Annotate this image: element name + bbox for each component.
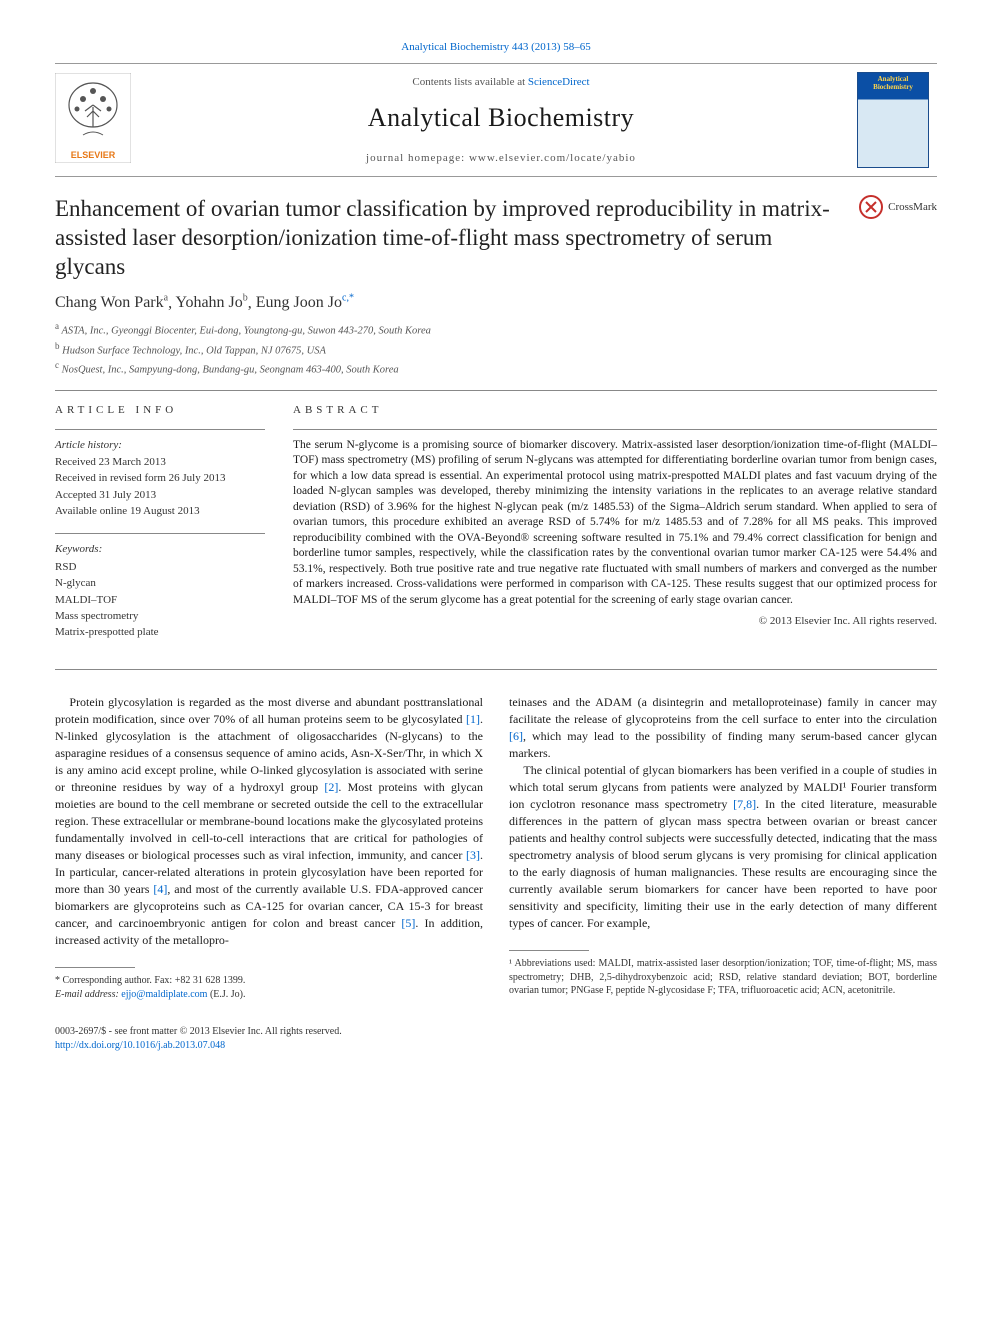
keyword: MALDI–TOF bbox=[55, 593, 265, 608]
reference-link[interactable]: [6] bbox=[509, 729, 523, 743]
reference-link[interactable]: [2] bbox=[324, 780, 338, 794]
elsevier-logo-container: ELSEVIER bbox=[55, 73, 145, 168]
keyword: Matrix-prespotted plate bbox=[55, 625, 265, 640]
keywords-label: Keywords: bbox=[55, 542, 265, 557]
email-suffix: (E.J. Jo). bbox=[207, 989, 245, 1000]
abstract-text: The serum N-glycome is a promising sourc… bbox=[293, 438, 937, 609]
contents-prefix: Contents lists available at bbox=[412, 76, 527, 88]
divider bbox=[55, 669, 937, 670]
email-label: E-mail address: bbox=[55, 989, 121, 1000]
journal-name-heading: Analytical Biochemistry bbox=[145, 100, 857, 136]
divider bbox=[55, 533, 265, 534]
body-paragraph: Protein glycosylation is regarded as the… bbox=[55, 694, 483, 949]
front-matter-line: 0003-2697/$ - see front matter © 2013 El… bbox=[55, 1025, 937, 1039]
body-paragraph: The clinical potential of glycan biomark… bbox=[509, 762, 937, 932]
accepted-date: Accepted 31 July 2013 bbox=[55, 488, 265, 503]
author-3: Eung Joon Joc,* bbox=[256, 294, 354, 311]
affiliation-b: b Hudson Surface Technology, Inc., Old T… bbox=[55, 340, 937, 359]
reference-link[interactable]: [4] bbox=[153, 882, 167, 896]
journal-header-banner: ELSEVIER Contents lists available at Sci… bbox=[55, 63, 937, 177]
received-date: Received 23 March 2013 bbox=[55, 455, 265, 470]
affiliation-c: c NosQuest, Inc., Sampyung-dong, Bundang… bbox=[55, 359, 937, 378]
crossmark-badge[interactable]: CrossMark bbox=[859, 195, 937, 219]
article-info-sidebar: ARTICLE INFO Article history: Received 2… bbox=[55, 403, 265, 655]
homepage-url[interactable]: www.elsevier.com/locate/yabio bbox=[469, 152, 636, 164]
body-paragraph: teinases and the ADAM (a disintegrin and… bbox=[509, 694, 937, 762]
journal-citation[interactable]: Analytical Biochemistry 443 (2013) 58–65 bbox=[55, 40, 937, 55]
divider bbox=[55, 390, 937, 391]
elsevier-tree-logo-icon: ELSEVIER bbox=[55, 73, 131, 163]
author-2: Yohahn Job bbox=[176, 294, 248, 311]
sciencedirect-link[interactable]: ScienceDirect bbox=[528, 76, 590, 88]
article-info-heading: ARTICLE INFO bbox=[55, 403, 265, 418]
reference-link[interactable]: [5] bbox=[401, 916, 415, 930]
keyword: N-glycan bbox=[55, 576, 265, 591]
page-footer: 0003-2697/$ - see front matter © 2013 El… bbox=[55, 1025, 937, 1053]
corresponding-footnote: * Corresponding author. Fax: +82 31 628 … bbox=[55, 974, 483, 1001]
elsevier-wordmark: ELSEVIER bbox=[71, 150, 116, 160]
journal-cover-thumbnail: Analytical Biochemistry bbox=[857, 72, 929, 168]
author-list: Chang Won Parka, Yohahn Job, Eung Joon J… bbox=[55, 292, 937, 315]
keyword: RSD bbox=[55, 560, 265, 575]
revised-date: Received in revised form 26 July 2013 bbox=[55, 471, 265, 486]
affiliation-a: a ASTA, Inc., Gyeonggi Biocenter, Eui-do… bbox=[55, 320, 937, 339]
journal-homepage-line: journal homepage: www.elsevier.com/locat… bbox=[145, 151, 857, 166]
body-column-right: teinases and the ADAM (a disintegrin and… bbox=[509, 694, 937, 1001]
abstract-block: ABSTRACT The serum N-glycome is a promis… bbox=[293, 403, 937, 655]
abstract-heading: ABSTRACT bbox=[293, 403, 937, 418]
divider bbox=[293, 429, 937, 430]
divider bbox=[55, 429, 265, 430]
doi-link[interactable]: http://dx.doi.org/10.1016/j.ab.2013.07.0… bbox=[55, 1039, 937, 1053]
corr-email-link[interactable]: ejjo@maldiplate.com bbox=[121, 989, 207, 1000]
affiliations-block: a ASTA, Inc., Gyeonggi Biocenter, Eui-do… bbox=[55, 320, 937, 378]
keyword: Mass spectrometry bbox=[55, 609, 265, 624]
corr-email-line: E-mail address: ejjo@maldiplate.com (E.J… bbox=[55, 988, 483, 1002]
cover-title: Analytical Biochemistry bbox=[861, 76, 925, 91]
article-title: Enhancement of ovarian tumor classificat… bbox=[55, 195, 859, 281]
history-label: Article history: bbox=[55, 438, 265, 453]
contents-available-line: Contents lists available at ScienceDirec… bbox=[145, 75, 857, 90]
corr-author-line: * Corresponding author. Fax: +82 31 628 … bbox=[55, 974, 483, 988]
crossmark-label: CrossMark bbox=[888, 200, 937, 215]
reference-link[interactable]: [1] bbox=[466, 712, 480, 726]
author-1: Chang Won Parka bbox=[55, 294, 168, 311]
abbreviations-footnote: ¹ Abbreviations used: MALDI, matrix-assi… bbox=[509, 957, 937, 998]
body-column-left: Protein glycosylation is regarded as the… bbox=[55, 694, 483, 1001]
reference-link[interactable]: [7,8] bbox=[733, 797, 756, 811]
footnote-separator bbox=[509, 950, 589, 951]
footnote-separator bbox=[55, 967, 135, 968]
homepage-prefix: journal homepage: bbox=[366, 152, 469, 164]
online-date: Available online 19 August 2013 bbox=[55, 504, 265, 519]
abstract-copyright: © 2013 Elsevier Inc. All rights reserved… bbox=[293, 614, 937, 629]
reference-link[interactable]: [3] bbox=[466, 848, 480, 862]
crossmark-icon bbox=[859, 195, 883, 219]
